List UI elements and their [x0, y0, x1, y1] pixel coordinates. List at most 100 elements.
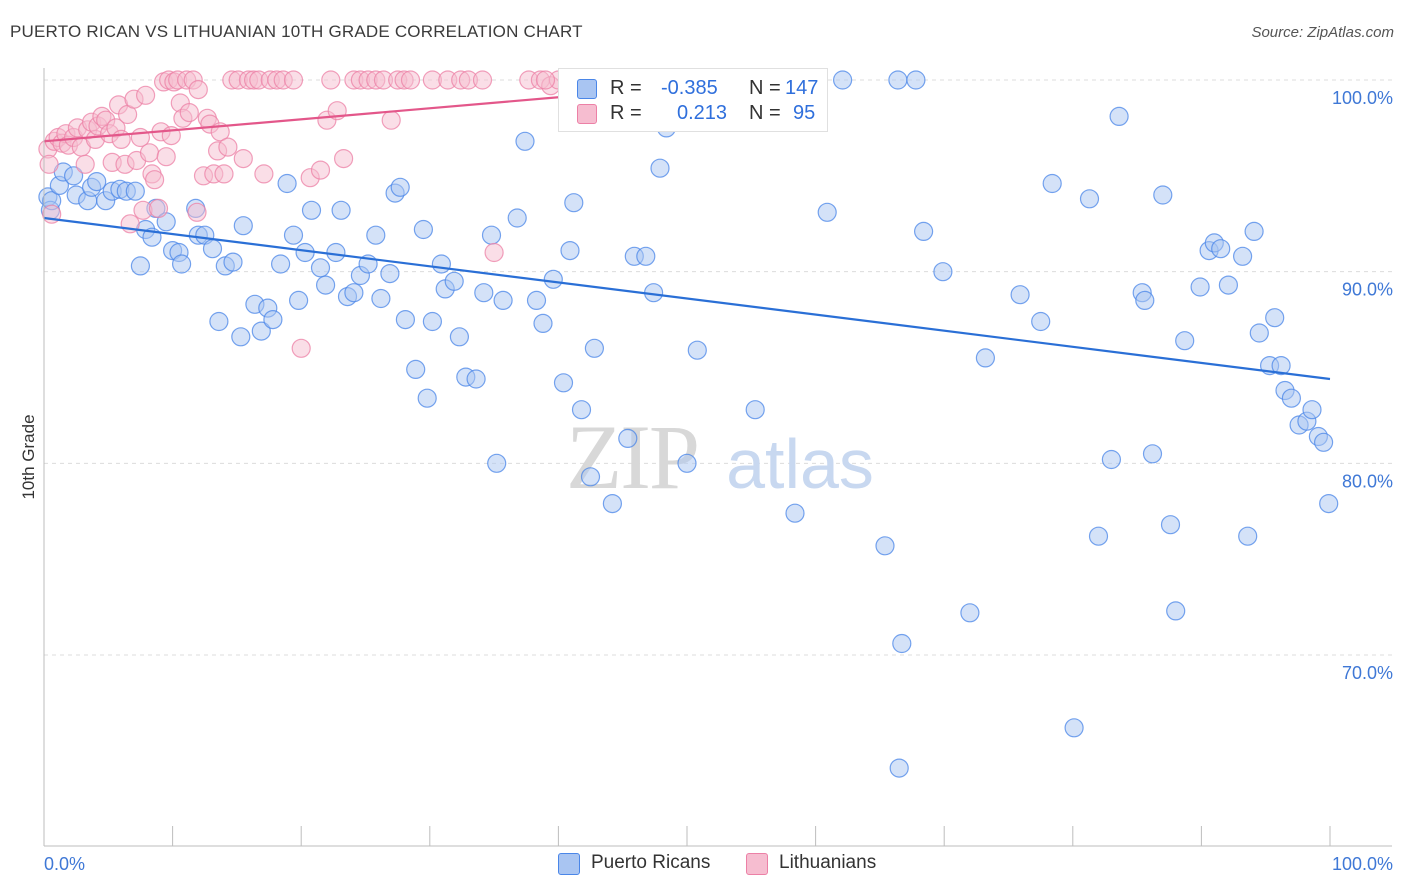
y-axis-title: 10th Grade	[19, 414, 38, 499]
point-puerto-rican	[316, 275, 336, 295]
point-puerto-rican	[1238, 526, 1258, 546]
point-puerto-rican	[933, 262, 953, 282]
point-lithuanian	[535, 70, 556, 90]
point-puerto-rican	[507, 208, 527, 228]
point-puerto-rican	[1010, 285, 1030, 305]
point-puerto-rican	[1319, 494, 1339, 514]
point-lithuanian	[136, 85, 156, 105]
point-puerto-rican	[888, 70, 908, 90]
legend-r-value: 0.213	[677, 102, 728, 124]
y-tick-label: 90.0%	[1342, 280, 1393, 300]
point-puerto-rican	[223, 252, 243, 272]
point-puerto-rican	[202, 239, 223, 259]
point-puerto-rican	[1175, 331, 1195, 351]
point-puerto-rican	[1031, 311, 1051, 332]
point-lithuanian	[218, 137, 238, 157]
point-puerto-rican	[571, 400, 592, 420]
y-tick-label: 100.0%	[1332, 88, 1393, 108]
point-puerto-rican	[533, 313, 553, 333]
point-puerto-rican	[580, 467, 601, 487]
point-puerto-rican	[406, 359, 426, 379]
legend-n-label: N =	[749, 77, 781, 99]
point-puerto-rican	[913, 221, 934, 241]
point-puerto-rican	[283, 225, 304, 245]
point-puerto-rican	[1109, 106, 1129, 127]
source-label: Source: ZipAtlas.com	[1251, 24, 1394, 41]
point-puerto-rican	[310, 258, 331, 278]
point-lithuanian	[214, 164, 234, 184]
point-lithuanian	[139, 143, 160, 163]
point-puerto-rican	[602, 494, 623, 514]
point-puerto-rican	[422, 311, 442, 332]
point-lithuanian	[233, 149, 253, 169]
legend-r-label: R =	[610, 102, 642, 124]
point-puerto-rican	[481, 225, 502, 245]
point-puerto-rican	[875, 536, 895, 556]
point-lithuanian	[187, 202, 207, 222]
point-puerto-rican	[745, 400, 765, 420]
point-puerto-rican	[231, 327, 251, 347]
point-puerto-rican	[1101, 449, 1122, 470]
point-lithuanian	[148, 198, 169, 218]
chart-title: PUERTO RICAN VS LITHUANIAN 10TH GRADE CO…	[10, 22, 583, 41]
point-puerto-rican	[1190, 277, 1210, 297]
point-lithuanian	[283, 70, 304, 90]
point-puerto-rican	[487, 453, 507, 473]
point-lithuanian	[188, 79, 208, 100]
point-puerto-rican	[1088, 526, 1109, 546]
legend-n-label: N =	[749, 102, 781, 124]
point-puerto-rican	[553, 373, 574, 393]
point-puerto-rican	[395, 310, 415, 330]
point-puerto-rican	[271, 254, 291, 274]
point-puerto-rican	[785, 503, 805, 523]
trend-layer	[43, 96, 1331, 381]
point-lithuanian	[145, 170, 165, 190]
point-puerto-rican	[975, 348, 996, 368]
point-puerto-rican	[130, 256, 150, 276]
point-puerto-rican	[584, 338, 605, 358]
point-lithuanian	[291, 338, 311, 358]
legend-r-value: -0.385	[661, 77, 718, 99]
point-puerto-rican	[390, 177, 410, 197]
point-puerto-rican	[1302, 400, 1322, 420]
point-puerto-rican	[371, 288, 391, 309]
point-puerto-rican	[331, 200, 351, 220]
point-puerto-rican	[431, 254, 451, 274]
point-puerto-rican	[817, 202, 837, 222]
point-puerto-rican	[417, 388, 437, 408]
point-puerto-rican	[263, 310, 283, 330]
point-lithuanian	[484, 242, 504, 263]
point-puerto-rican	[366, 225, 386, 245]
point-puerto-rican	[564, 193, 584, 213]
point-puerto-rican	[1218, 275, 1239, 295]
point-puerto-rican	[413, 219, 433, 240]
bottom-legend-label: Lithuanians	[779, 852, 877, 873]
point-puerto-rican	[560, 241, 580, 261]
point-puerto-rican	[1249, 323, 1269, 343]
point-puerto-rican	[1135, 290, 1155, 310]
point-puerto-rican	[466, 369, 486, 389]
point-puerto-rican	[474, 283, 494, 303]
point-puerto-rican	[1142, 444, 1163, 464]
point-puerto-rican	[618, 428, 638, 448]
point-puerto-rican	[889, 758, 909, 778]
trendline-puerto-ricans	[43, 216, 1331, 381]
point-lithuanian	[400, 70, 421, 90]
legend-n-value: 95	[793, 102, 816, 124]
point-lithuanian	[75, 154, 95, 174]
x-tick-label: 0.0%	[44, 854, 85, 874]
y-tick-label: 80.0%	[1342, 471, 1393, 491]
bottom-legend-label: Puerto Ricans	[591, 852, 711, 873]
trendline-lithuanians	[43, 96, 559, 143]
point-puerto-rican	[892, 633, 912, 654]
point-puerto-rican	[301, 200, 322, 220]
point-puerto-rican	[87, 172, 107, 192]
point-puerto-rican	[1313, 432, 1334, 452]
point-lithuanian	[321, 70, 341, 90]
stats-legend: R = -0.385 N = 147 R = 0.213 N = 95	[558, 68, 828, 132]
point-puerto-rican	[526, 290, 547, 310]
point-lithuanian	[310, 160, 331, 180]
axis-layer: 70.0% 80.0% 90.0% 100.0% 0.0% 100.0%	[43, 68, 1393, 874]
point-puerto-rican	[636, 246, 656, 266]
point-puerto-rican	[1042, 173, 1062, 194]
